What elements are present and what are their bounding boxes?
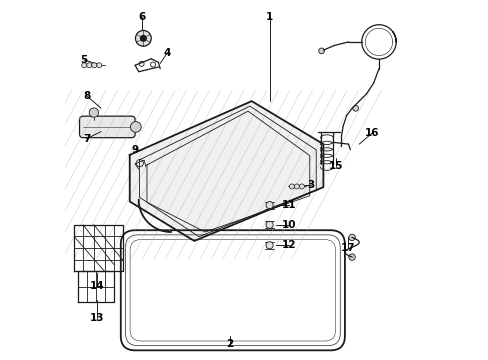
Circle shape (318, 48, 324, 54)
Circle shape (265, 221, 273, 228)
Text: 5: 5 (80, 55, 87, 65)
Circle shape (135, 31, 151, 46)
Text: 15: 15 (328, 161, 343, 171)
Circle shape (89, 108, 99, 117)
Text: 9: 9 (131, 144, 139, 154)
Circle shape (294, 184, 299, 189)
Text: 1: 1 (265, 12, 273, 22)
Circle shape (81, 63, 86, 68)
Text: 10: 10 (282, 220, 296, 230)
Polygon shape (129, 101, 323, 241)
Text: 7: 7 (83, 134, 90, 144)
FancyBboxPatch shape (80, 116, 135, 138)
Text: 13: 13 (90, 313, 104, 323)
Text: 16: 16 (364, 129, 378, 138)
Text: 2: 2 (226, 339, 233, 349)
Circle shape (352, 105, 358, 111)
Text: 3: 3 (306, 180, 314, 190)
Circle shape (92, 63, 97, 68)
Text: 11: 11 (282, 200, 296, 210)
Circle shape (348, 254, 355, 260)
Circle shape (265, 202, 273, 209)
Circle shape (348, 234, 355, 240)
Circle shape (299, 184, 304, 189)
Text: 14: 14 (90, 281, 104, 291)
Circle shape (140, 35, 147, 42)
Text: 8: 8 (83, 91, 90, 101)
Text: 4: 4 (163, 48, 171, 58)
Circle shape (265, 242, 273, 249)
Circle shape (289, 184, 294, 189)
Text: 17: 17 (341, 243, 355, 253)
Circle shape (97, 63, 102, 68)
Circle shape (86, 63, 92, 68)
Circle shape (130, 122, 141, 132)
Text: 6: 6 (139, 12, 145, 22)
Text: 12: 12 (282, 239, 296, 249)
